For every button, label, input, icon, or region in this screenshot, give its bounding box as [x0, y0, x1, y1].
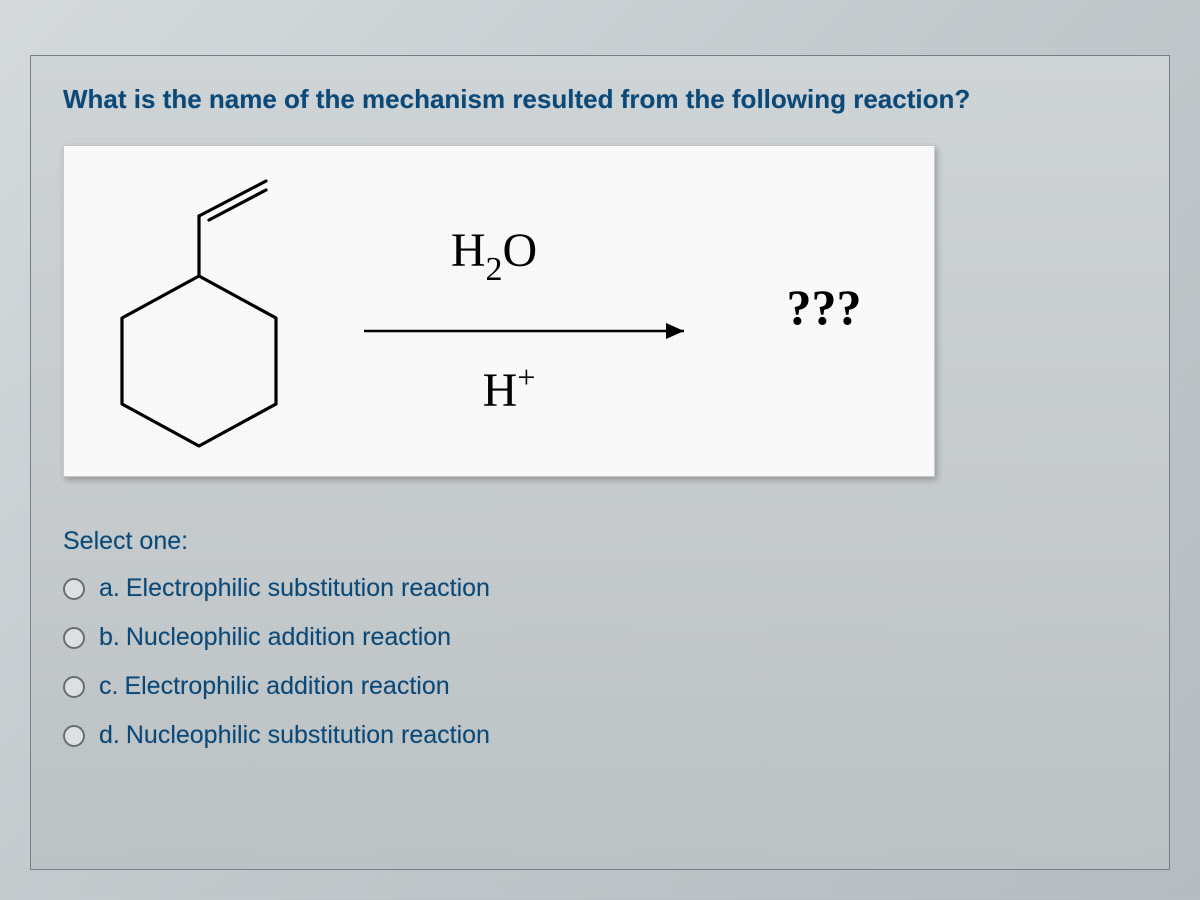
product-label: ??? — [787, 279, 862, 335]
radio-icon[interactable] — [63, 676, 85, 698]
select-one-label: Select one: — [63, 527, 1137, 556]
radio-icon[interactable] — [63, 725, 85, 747]
option-a[interactable]: a. Electrophilic substitution reaction — [63, 574, 1137, 603]
option-c[interactable]: c. Electrophilic addition reaction — [63, 672, 1137, 701]
option-text: Nucleophilic substitution reaction — [126, 721, 490, 750]
option-text: Electrophilic addition reaction — [124, 672, 449, 701]
option-text: Nucleophilic addition reaction — [126, 623, 451, 652]
reagent-bottom-label: H+ — [483, 359, 536, 417]
radio-icon[interactable] — [63, 578, 85, 600]
radio-icon[interactable] — [63, 627, 85, 649]
question-prompt: What is the name of the mechanism result… — [63, 84, 1137, 115]
question-card: What is the name of the mechanism result… — [30, 55, 1170, 870]
reaction-svg: H2O H+ ??? — [64, 146, 934, 476]
option-letter: b. — [99, 623, 120, 652]
option-text: Electrophilic substitution reaction — [126, 574, 490, 603]
reagent-top-label: H2O — [451, 224, 537, 288]
option-letter: d. — [99, 721, 120, 750]
option-letter: c. — [99, 672, 118, 701]
reaction-diagram: H2O H+ ??? — [63, 145, 935, 477]
erase2 — [64, 146, 364, 476]
option-b[interactable]: b. Nucleophilic addition reaction — [63, 623, 1137, 652]
reaction-arrow — [364, 323, 684, 339]
option-d[interactable]: d. Nucleophilic substitution reaction — [63, 721, 1137, 750]
option-letter: a. — [99, 574, 120, 603]
